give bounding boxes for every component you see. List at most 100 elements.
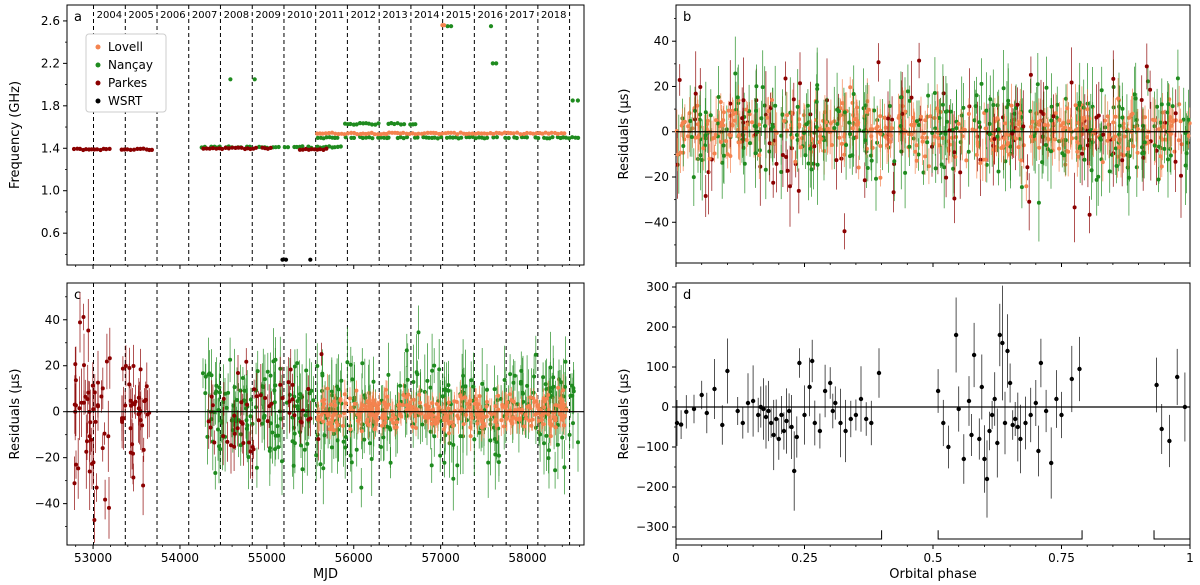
- residual-point: [331, 412, 336, 417]
- residual-point: [398, 383, 403, 388]
- residual-point: [372, 427, 377, 432]
- residual-point: [107, 356, 112, 361]
- freq-point: [524, 130, 530, 136]
- freq-point: [467, 135, 472, 140]
- residual-point: [408, 400, 413, 405]
- residual-point: [991, 103, 996, 107]
- residual-point: [1099, 88, 1104, 93]
- residual-point: [875, 124, 880, 129]
- residual-point: [1135, 150, 1140, 155]
- residual-point: [1166, 157, 1170, 162]
- residual-point: [1154, 382, 1159, 388]
- residual-point: [456, 416, 461, 421]
- residual-point: [123, 403, 128, 408]
- residual-point: [848, 85, 853, 90]
- residual-point: [315, 364, 320, 368]
- residual-point: [1059, 412, 1064, 418]
- y-tick-label: 0.6: [41, 226, 60, 240]
- freq-point: [135, 146, 140, 151]
- residual-point: [1186, 117, 1191, 122]
- residual-point: [1066, 149, 1071, 154]
- residual-point: [832, 126, 837, 130]
- freq-point: [128, 147, 133, 152]
- residual-point: [131, 475, 136, 480]
- residual-point: [1019, 185, 1024, 190]
- residual-point: [726, 108, 731, 113]
- residual-point: [300, 467, 305, 472]
- residual-point: [888, 139, 893, 144]
- y-tick-label: 1.0: [41, 184, 60, 198]
- residual-point: [926, 164, 931, 169]
- freq-point: [141, 146, 146, 151]
- freq-point: [285, 145, 291, 150]
- phase-bracket: [937, 530, 1083, 540]
- residual-point: [898, 95, 903, 100]
- residual-point: [770, 124, 775, 129]
- residual-point: [761, 406, 766, 412]
- freq-point: [467, 131, 472, 136]
- freq-point: [555, 131, 561, 136]
- freq-point: [452, 130, 457, 135]
- x-tick-label: 0: [672, 551, 680, 565]
- residual-point: [492, 411, 497, 416]
- residual-point: [254, 465, 259, 470]
- residual-point: [1015, 102, 1020, 107]
- residual-point: [785, 168, 790, 173]
- residual-point: [1025, 165, 1030, 170]
- residual-point: [1170, 104, 1175, 109]
- residual-point: [559, 399, 564, 404]
- residual-point: [290, 382, 295, 387]
- freq-point: [220, 146, 225, 152]
- residual-point: [468, 434, 473, 439]
- residual-point: [532, 400, 537, 405]
- residual-point: [1160, 110, 1165, 115]
- residual-point: [138, 418, 143, 423]
- residual-point: [360, 361, 365, 366]
- freq-point: [407, 131, 412, 136]
- residual-point: [956, 406, 961, 412]
- residual-point: [1070, 136, 1074, 141]
- y-tick-label: −200: [636, 480, 669, 494]
- residual-point: [847, 120, 852, 125]
- residual-point: [248, 414, 253, 419]
- residual-point: [232, 413, 237, 418]
- residual-point: [442, 427, 446, 432]
- residual-point: [944, 175, 949, 180]
- residual-point: [675, 152, 680, 157]
- residual-point: [838, 106, 843, 111]
- residual-point: [411, 397, 416, 402]
- freq-point: [485, 135, 490, 140]
- residual-point: [674, 129, 679, 133]
- residual-point: [996, 169, 1001, 174]
- residual-point: [395, 420, 399, 425]
- residual-point: [530, 417, 535, 422]
- residual-point: [1063, 125, 1067, 130]
- residual-point: [977, 120, 982, 125]
- freq-point: [476, 131, 481, 136]
- residual-point: [937, 116, 942, 120]
- freq-point: [236, 145, 241, 150]
- residual-point: [1051, 114, 1056, 119]
- residual-point: [790, 135, 795, 140]
- residual-point: [750, 120, 754, 125]
- year-label: 2014: [414, 10, 439, 21]
- residual-point: [366, 399, 370, 404]
- residual-point: [1005, 348, 1010, 354]
- freq-point: [440, 131, 445, 136]
- residual-point: [1156, 127, 1161, 132]
- residual-point: [563, 359, 568, 364]
- residual-point: [94, 485, 99, 490]
- residual-point: [1039, 109, 1043, 114]
- residual-point: [203, 374, 208, 379]
- residual-point: [830, 143, 834, 147]
- residual-point: [476, 402, 481, 407]
- residual-point: [789, 424, 794, 430]
- residual-point: [325, 386, 330, 391]
- residual-point: [354, 447, 359, 452]
- residual-point: [815, 86, 820, 91]
- residual-point: [472, 437, 477, 442]
- residual-point: [791, 97, 796, 102]
- freq-point: [401, 136, 406, 141]
- residual-point: [1028, 72, 1033, 77]
- freq-point: [494, 135, 499, 140]
